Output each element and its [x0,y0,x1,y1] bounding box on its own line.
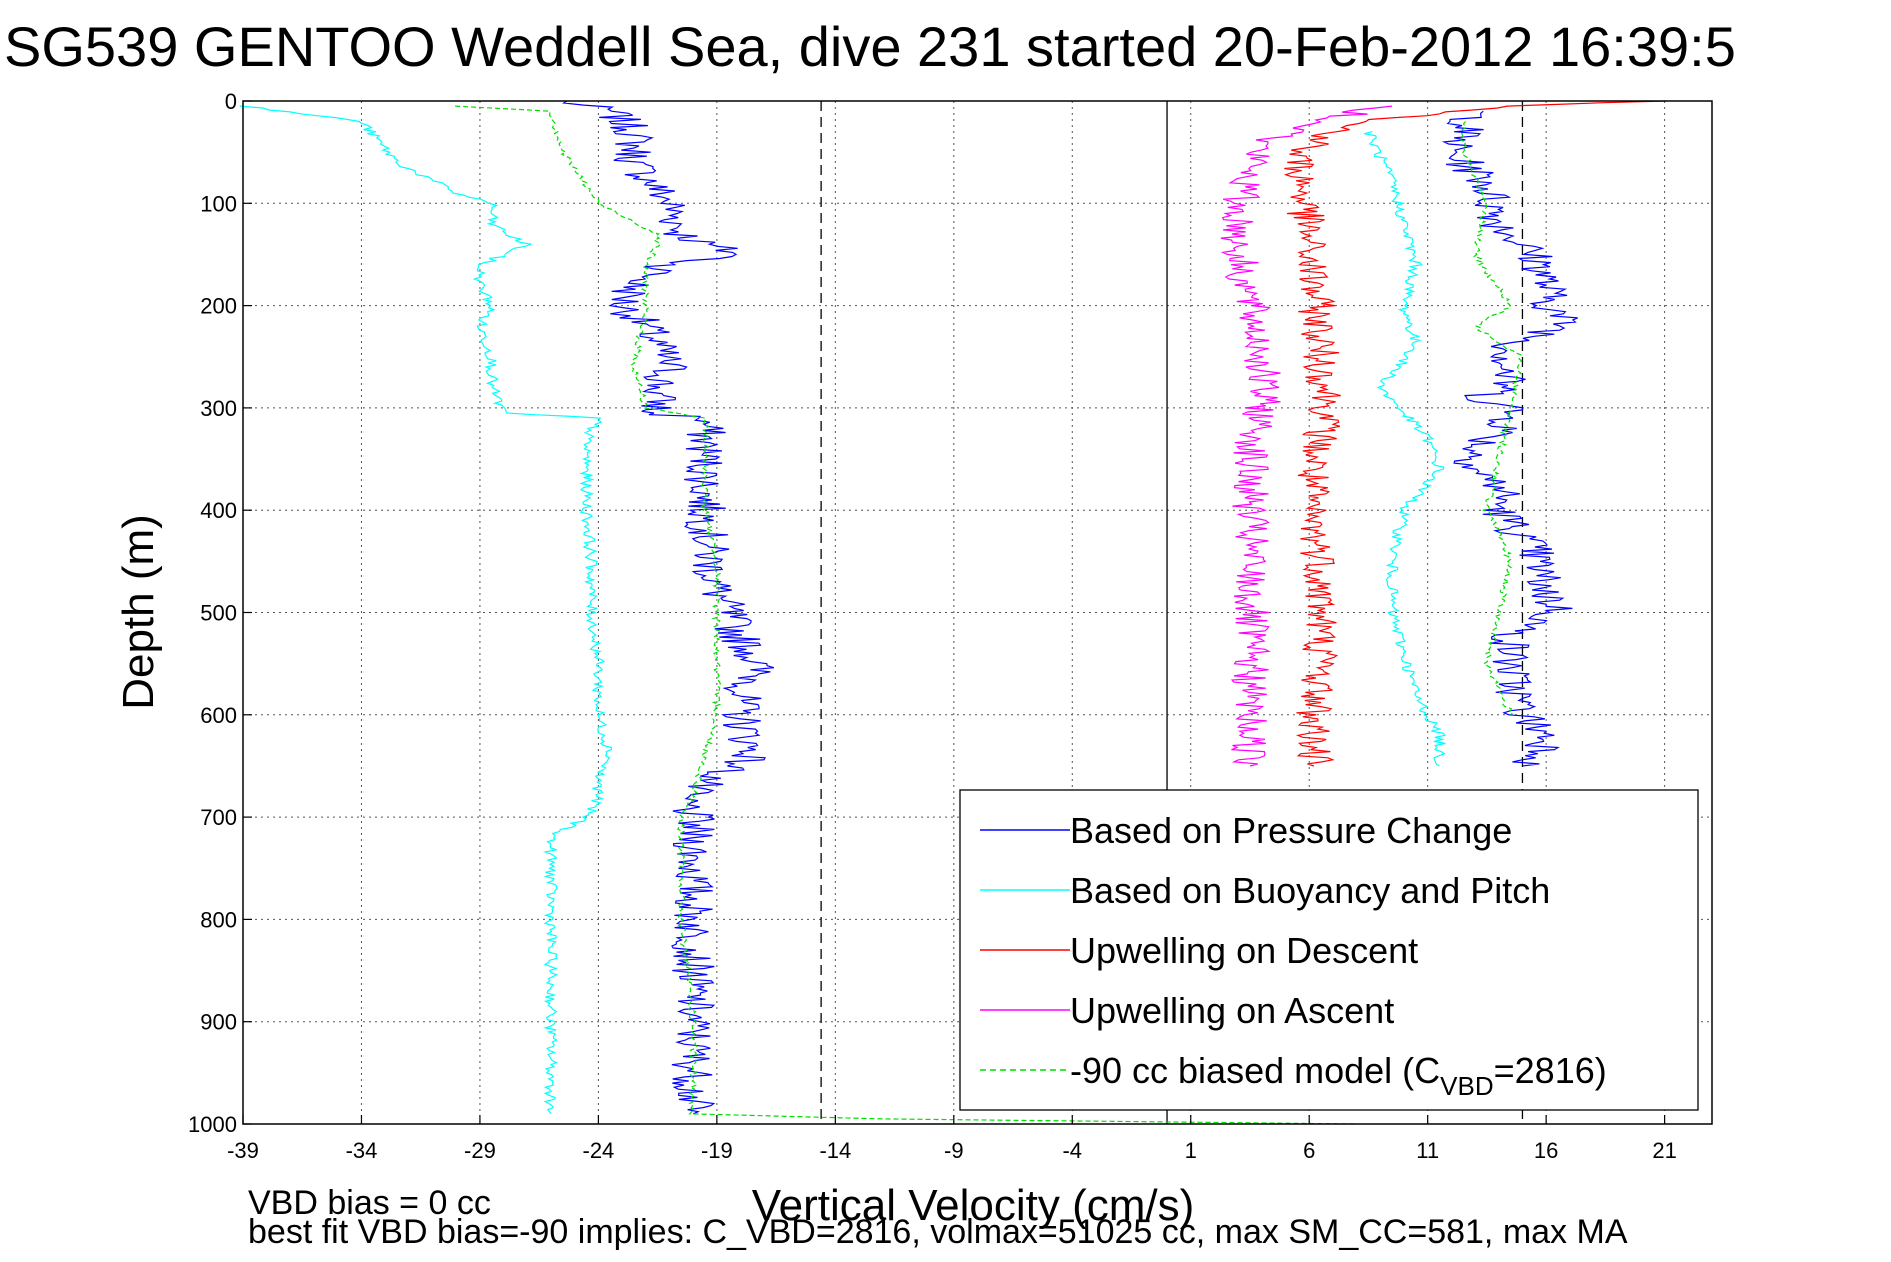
series-3 [1220,105,1393,767]
y-tick-label: 300 [200,396,237,421]
annotation-best-fit: best fit VBD bias=-90 implies: C_VBD=281… [248,1213,1628,1251]
x-axis-ticks: -39 -34 -29 -24 -19 -14 -9 -4 1 6 11 16 21 [227,1115,1677,1163]
x-tick-label: 21 [1652,1138,1676,1163]
annotation-bias: VBD bias = 0 cc [248,1184,491,1222]
legend-box [959,789,1699,1111]
series-line [1283,100,1666,767]
series-line [1220,105,1393,767]
legend-label: -90 cc biased model (CVBD=2816) [1070,1050,1607,1101]
x-tick-label: 6 [1303,1138,1315,1163]
legend-label-subscript: VBD [1440,1071,1493,1101]
y-tick-label: 500 [200,601,237,626]
x-tick-label: 16 [1534,1138,1558,1163]
x-tick-label: -34 [346,1138,378,1163]
legend-label: Based on Pressure Change [1070,810,1512,851]
series-line [1458,121,1523,716]
series-line [1441,110,1578,767]
series-line [455,105,1357,1125]
series-1 [239,105,1446,1115]
y-tick-label: 800 [200,907,237,932]
y-axis-label: Depth (m) [114,514,163,710]
y-tick-label: 600 [200,703,237,728]
y-axis-ticks: 0 100 200 300 400 500 600 700 800 900 1000 [188,89,252,1137]
series-line [239,105,613,1115]
series-2 [1283,100,1666,767]
x-tick-label: -14 [819,1138,851,1163]
legend: Based on Pressure Change Based on Buoyanc… [959,789,1699,1111]
legend-label: Upwelling on Descent [1070,930,1418,971]
y-tick-label: 100 [200,191,237,216]
x-tick-label: -4 [1062,1138,1082,1163]
chart-title: SG539 GENTOO Weddell Sea, dive 231 start… [4,15,1736,78]
legend-label-suffix: =2816) [1494,1050,1607,1091]
y-tick-label: 700 [200,805,237,830]
legend-label-prefix: -90 cc biased model (C [1070,1050,1440,1091]
x-tick-label: -29 [464,1138,496,1163]
series-line [1364,131,1446,767]
series-4 [455,105,1523,1125]
y-tick-label: 0 [225,89,237,114]
x-tick-label: -9 [944,1138,964,1163]
x-tick-label: 11 [1416,1138,1439,1163]
legend-label: Upwelling on Ascent [1070,990,1394,1031]
y-tick-label: 1000 [188,1112,237,1137]
y-tick-label: 400 [200,498,237,523]
series-line [562,100,775,1115]
series-group [239,100,1666,1125]
y-tick-label: 200 [200,294,237,319]
x-tick-label: -24 [583,1138,615,1163]
y-tick-label: 900 [200,1010,237,1035]
x-tick-label: -39 [227,1138,259,1163]
x-tick-label: -19 [701,1138,733,1163]
series-0 [562,100,1578,1115]
legend-label: Based on Buoyancy and Pitch [1070,870,1550,911]
x-tick-label: 1 [1185,1138,1197,1163]
x-axis-label: Vertical Velocity (cm/s) [752,1181,1195,1230]
